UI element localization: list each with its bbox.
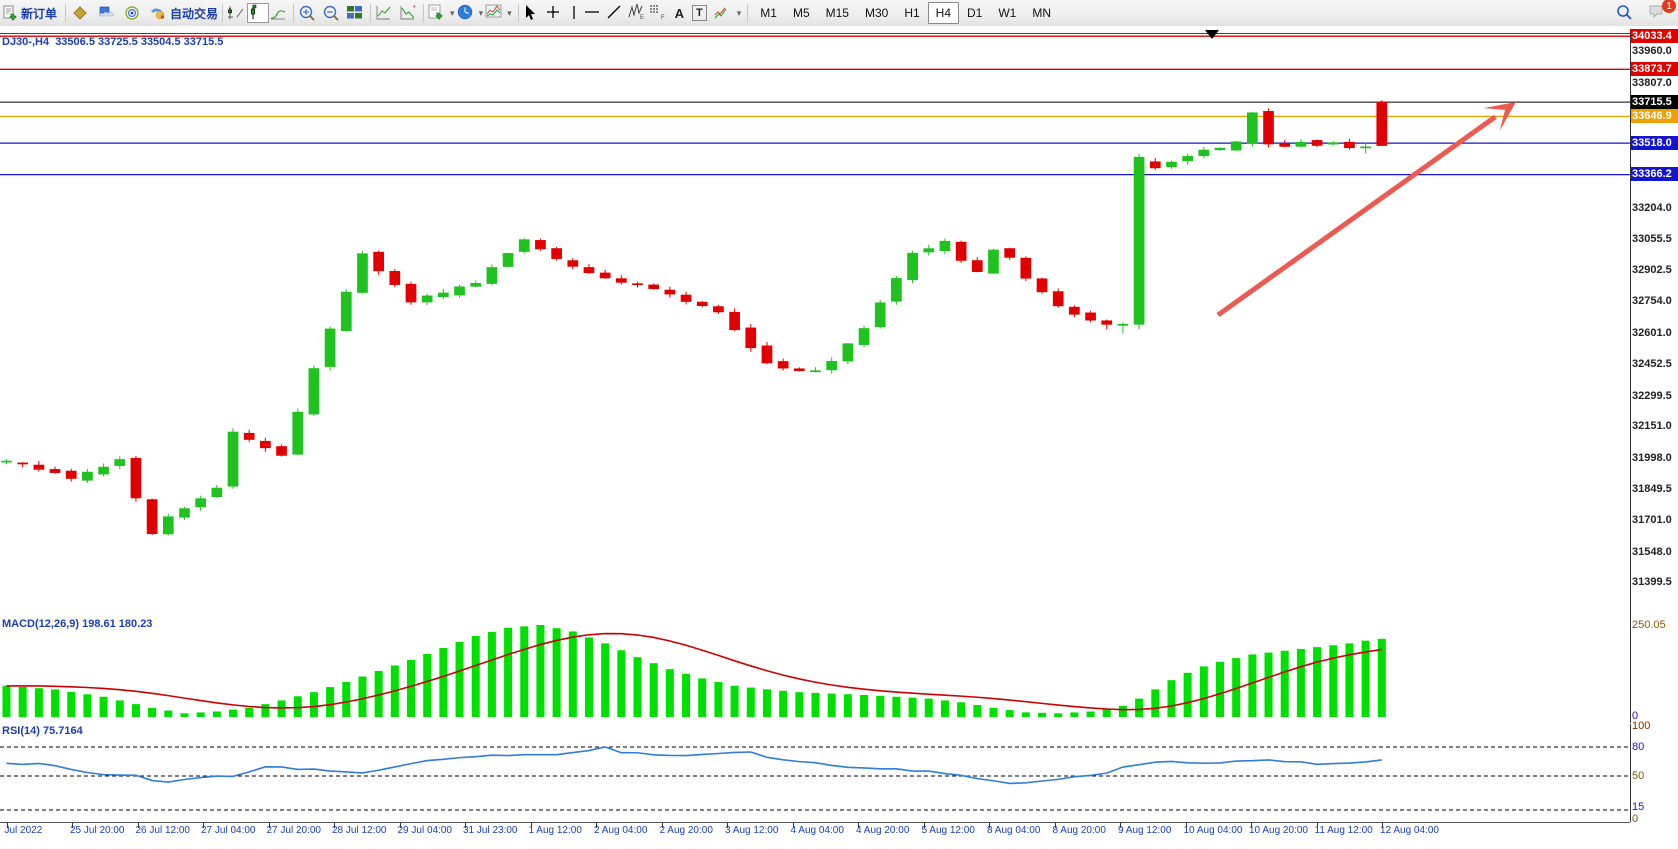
svg-text:F: F bbox=[661, 15, 665, 21]
svg-text:*: * bbox=[413, 5, 416, 12]
svg-text:E: E bbox=[640, 15, 644, 21]
